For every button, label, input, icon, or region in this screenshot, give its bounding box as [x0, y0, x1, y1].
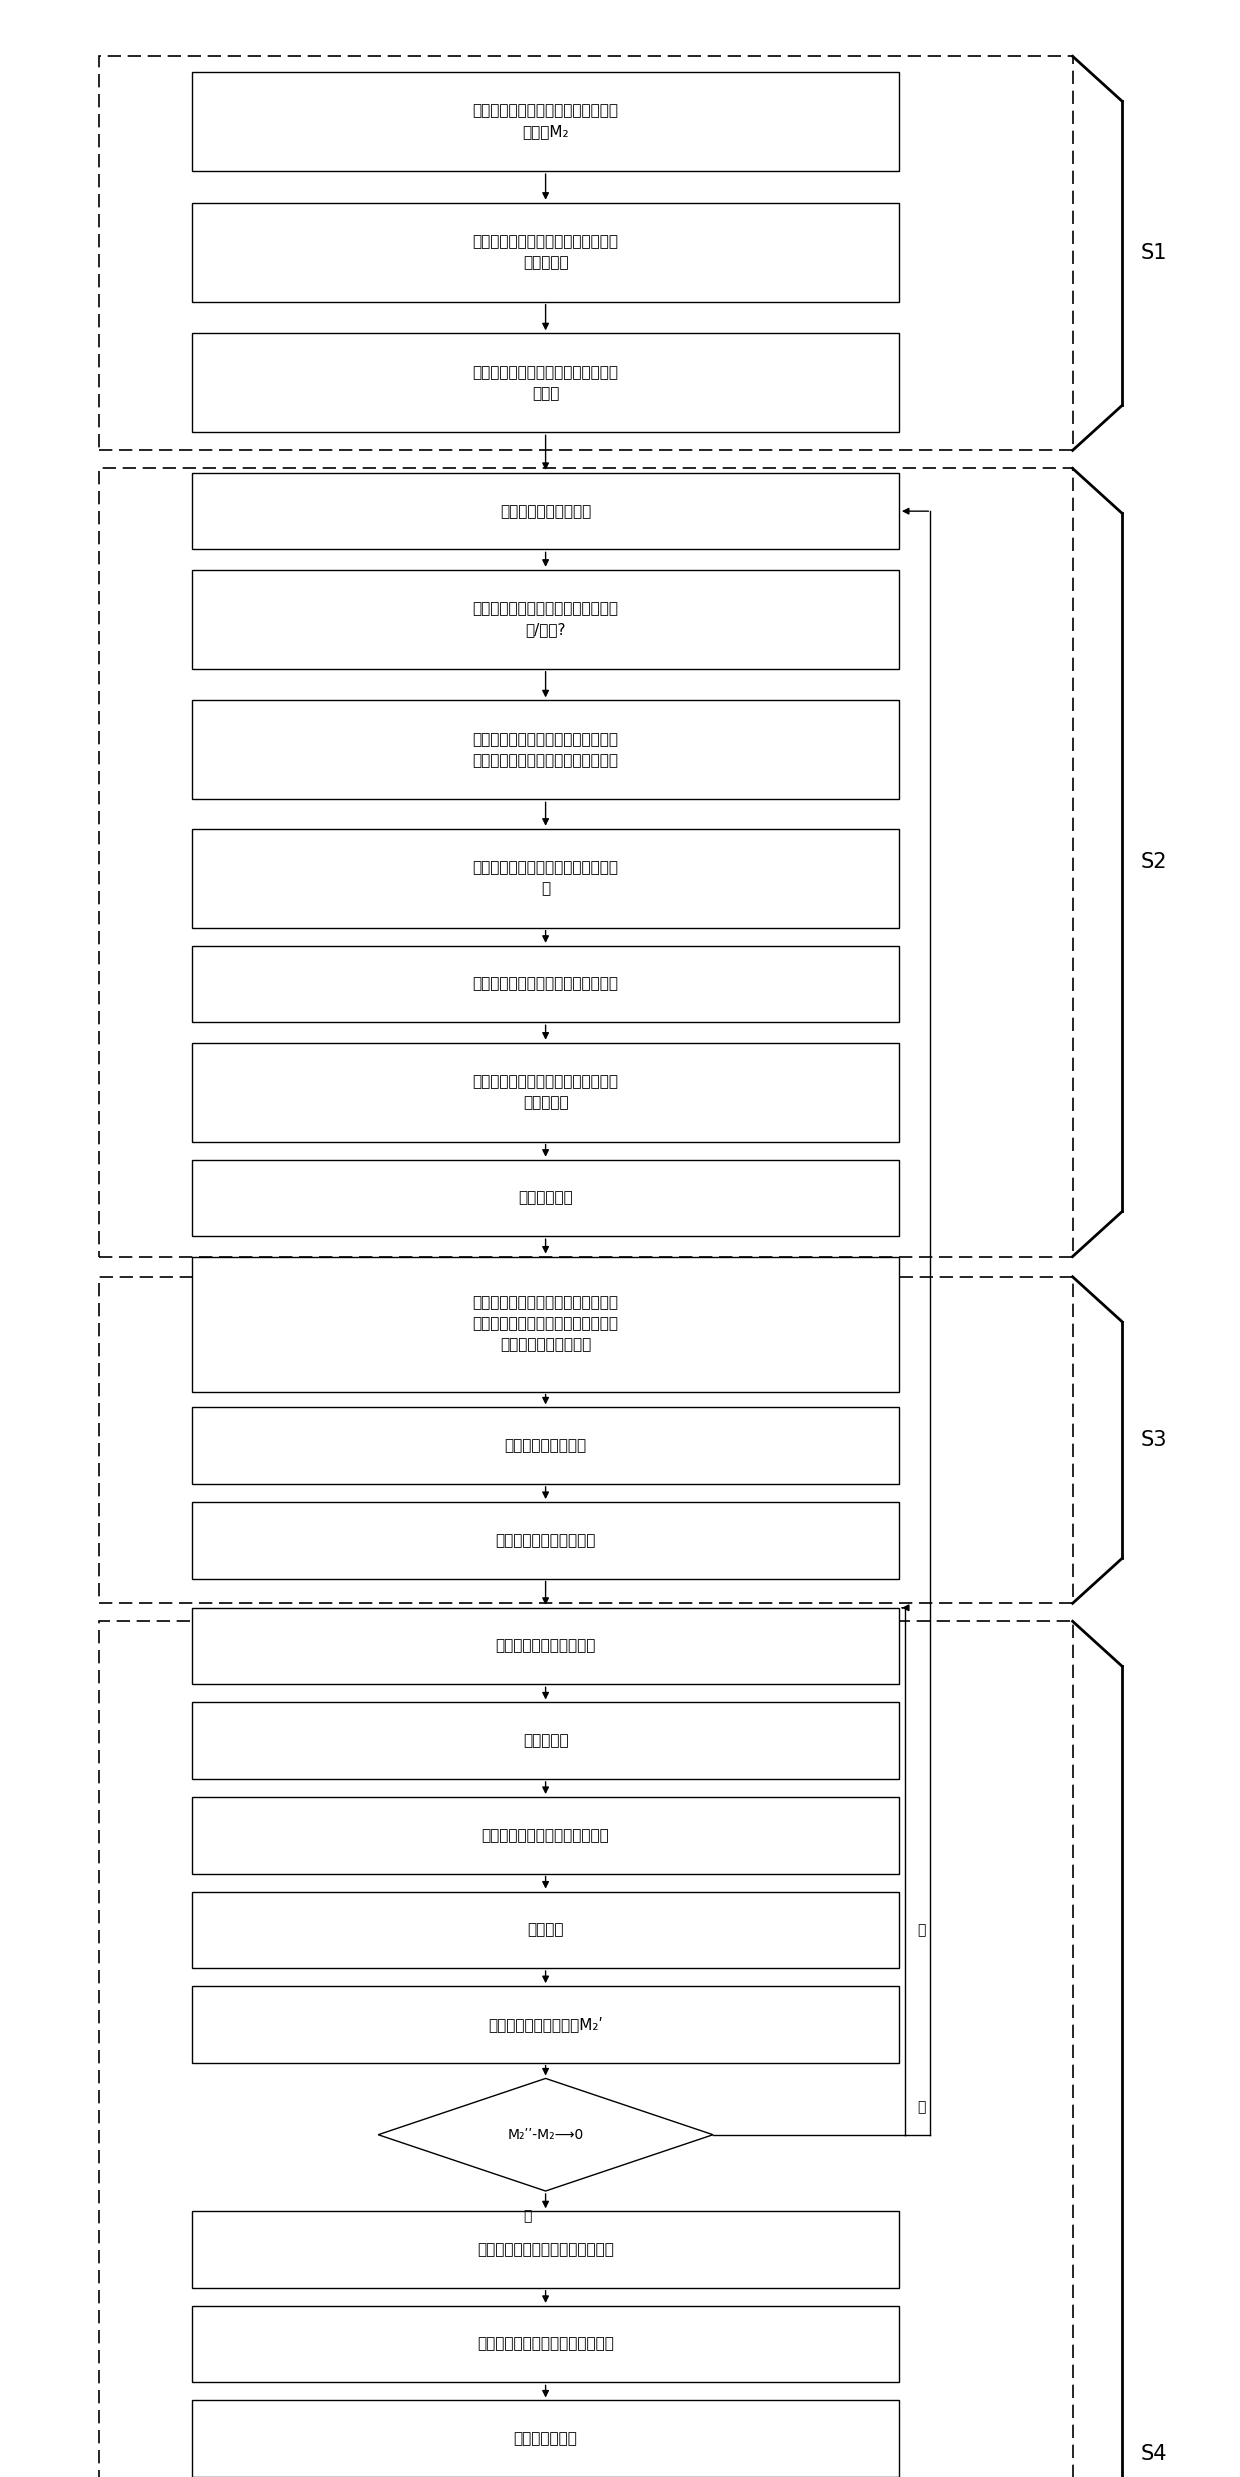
Text: M₂ʹʹ-M₂⟶0: M₂ʹʹ-M₂⟶0	[507, 2128, 584, 2143]
Text: 设定冷端温差: 设定冷端温差	[518, 1191, 573, 1206]
Text: S2: S2	[1141, 852, 1167, 872]
FancyBboxPatch shape	[192, 1892, 899, 1969]
Text: 选择吸收器和冷凝器的连接形式，并
联/串联?: 选择吸收器和冷凝器的连接形式，并 联/串联?	[472, 602, 619, 637]
Text: 输入加热工作热水进口的压力、温度
和流量M₂: 输入加热工作热水进口的压力、温度 和流量M₂	[472, 104, 619, 139]
Text: S4: S4	[1141, 2445, 1167, 2465]
Text: 发生器溶液密度及发生器泵的流量: 发生器溶液密度及发生器泵的流量	[477, 2336, 614, 2351]
FancyBboxPatch shape	[192, 1702, 899, 1778]
Text: 热力系数: 热力系数	[527, 1922, 564, 1937]
Text: 假设溴化锂制冷机制冷量: 假设溴化锂制冷机制冷量	[496, 1640, 595, 1655]
Text: 加热工作热水比热容: 加热工作热水比热容	[505, 1439, 587, 1454]
FancyBboxPatch shape	[192, 946, 899, 1023]
Text: 溴化锂制冷机的循环倍率: 溴化锂制冷机的循环倍率	[496, 1533, 595, 1548]
Text: 输入冷媒水进、出口温度及冷却水进
口温度: 输入冷媒水进、出口温度及冷却水进 口温度	[472, 364, 619, 401]
Text: 输入加热工作热水流量M₂ʹ: 输入加热工作热水流量M₂ʹ	[489, 2016, 603, 2031]
FancyBboxPatch shape	[192, 1256, 899, 1392]
FancyBboxPatch shape	[192, 1159, 899, 1236]
FancyBboxPatch shape	[192, 473, 899, 550]
Text: 否: 否	[918, 1922, 926, 1937]
FancyBboxPatch shape	[192, 1501, 899, 1578]
FancyBboxPatch shape	[192, 570, 899, 669]
Text: 冷媒水泵的流量: 冷媒水泵的流量	[513, 2432, 578, 2447]
Text: S1: S1	[1141, 243, 1167, 263]
FancyBboxPatch shape	[192, 1608, 899, 1684]
Text: 否: 否	[918, 2100, 926, 2115]
FancyBboxPatch shape	[192, 72, 899, 171]
Text: 设定冷却水总温升，并对吸收器出口
和冷凝器出口的冷却水温升进行分配: 设定冷却水总温升，并对吸收器出口 和冷凝器出口的冷却水温升进行分配	[472, 731, 619, 768]
Text: 设定吸收器压损及稀溶液再循环倍率: 设定吸收器压损及稀溶液再循环倍率	[472, 976, 619, 991]
FancyBboxPatch shape	[192, 203, 899, 302]
Text: 冷剂水流量: 冷剂水流量	[523, 1734, 568, 1749]
Polygon shape	[378, 2078, 713, 2192]
Text: S3: S3	[1141, 1429, 1167, 1449]
FancyBboxPatch shape	[192, 830, 899, 929]
FancyBboxPatch shape	[192, 1407, 899, 1484]
FancyBboxPatch shape	[192, 1796, 899, 1873]
FancyBboxPatch shape	[192, 1043, 899, 1142]
FancyBboxPatch shape	[192, 701, 899, 800]
FancyBboxPatch shape	[192, 1987, 899, 2063]
Text: 是: 是	[523, 2209, 531, 2222]
FancyBboxPatch shape	[192, 2400, 899, 2477]
FancyBboxPatch shape	[192, 2306, 899, 2383]
Text: 设定溴化锂溶液在吸收器与冷凝器之
间的浓度差: 设定溴化锂溶液在吸收器与冷凝器之 间的浓度差	[472, 1075, 619, 1110]
Text: 蒸发器、冷凝器、吸收器、发生器以
及热交换器进出口处溴化锂溶液的温
度、浓度、压力和焓值: 蒸发器、冷凝器、吸收器、发生器以 及热交换器进出口处溴化锂溶液的温 度、浓度、压…	[472, 1295, 619, 1352]
FancyBboxPatch shape	[192, 334, 899, 433]
Text: 假设工作热水出口温度: 假设工作热水出口温度	[500, 503, 591, 518]
Text: 加热工作热水进口的压力下的饱和温
度及比热容: 加热工作热水进口的压力下的饱和温 度及比热容	[472, 235, 619, 270]
FancyBboxPatch shape	[192, 2212, 899, 2289]
Text: 吸收器溶液密度及吸收器泵的流量: 吸收器溶液密度及吸收器泵的流量	[477, 2242, 614, 2257]
Text: 设定冷媒水的蒸发温度与出口温度之
差: 设定冷媒水的蒸发温度与出口温度之 差	[472, 860, 619, 897]
Text: 发生器、冷凝器、吸收器热负荷: 发生器、冷凝器、吸收器热负荷	[481, 1828, 610, 1843]
